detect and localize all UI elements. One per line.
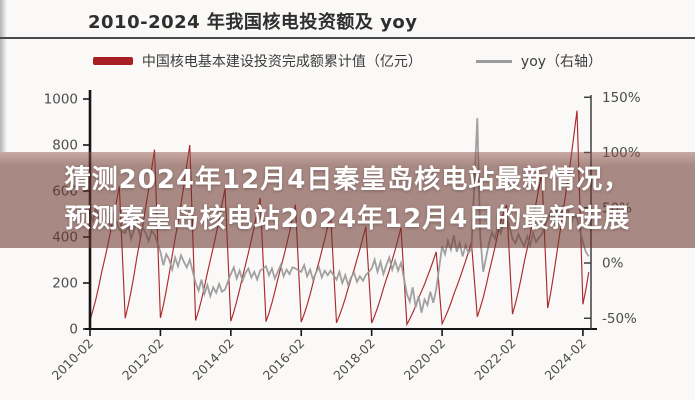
x-tick-label: 2020-02 <box>401 336 449 384</box>
x-tick-label: 2010-02 <box>49 336 97 384</box>
left-tick-label: 1000 <box>44 92 78 108</box>
right-tick-label: 0% <box>602 256 624 272</box>
x-axis-ticks: 2010-02 2012-02 2014-02 2016-02 2018-02 2020-… <box>49 329 589 383</box>
caption-line-2: 预测秦皇岛核电站2024年12月4日的最新进展 <box>64 204 631 234</box>
chart-title: 2010-2024 年我国核电投资额及 yoy <box>88 12 418 33</box>
left-tick-label: 200 <box>52 276 78 292</box>
x-tick-label: 2018-02 <box>330 336 378 384</box>
caption-overlay-band: 猜测2024年12月4日秦皇岛核电站最新情况， 预测秦皇岛核电站2024年12月… <box>0 152 695 248</box>
legend-item-yoy: yoy（右轴） <box>475 51 603 71</box>
title-underline <box>0 37 695 39</box>
x-tick-label: 2012-02 <box>119 336 167 384</box>
x-tick-label: 2016-02 <box>260 336 308 384</box>
gray-line-swatch <box>475 59 512 63</box>
legend-label-investment: 中国核电基本建设投资完成额累计值（亿元） <box>141 54 422 70</box>
left-tick-label: 0 <box>69 322 78 338</box>
x-tick-label: 2022-02 <box>471 336 519 384</box>
red-line-swatch <box>92 57 133 65</box>
right-tick-label: 150% <box>602 90 641 106</box>
legend-item-investment: 中国核电基本建设投资完成额累计值（亿元） <box>92 51 422 71</box>
x-tick-label: 2014-02 <box>189 336 237 384</box>
left-tick-label: 800 <box>52 138 78 154</box>
page-edge-shadow <box>0 0 7 152</box>
right-tick-label: -50% <box>602 311 637 327</box>
caption-line-1: 猜测2024年12月4日秦皇岛核电站最新情况， <box>64 164 631 195</box>
legend-label-yoy: yoy（右轴） <box>520 54 603 70</box>
chart-legend: 中国核电基本建设投资完成额累计值（亿元） yoy（右轴） <box>0 51 695 71</box>
x-tick-label: 2024-02 <box>541 336 589 384</box>
